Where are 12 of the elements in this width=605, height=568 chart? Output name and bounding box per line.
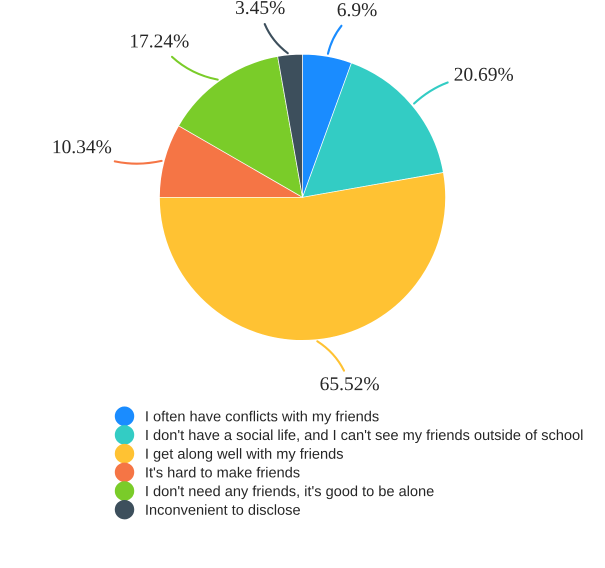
data-label: 6.9% [338, 3, 377, 16]
data-label: 65.52% [320, 377, 379, 390]
data-label: 10.34% [54, 140, 112, 154]
legend-label: I don't need any friends, it's good to be alone [146, 486, 434, 500]
data-label: 3.45% [236, 0, 285, 14]
legend-label: It's hard to make friends [146, 466, 300, 478]
legend-label: I get along well with my friends [146, 448, 343, 462]
legend-label: I don't have a social life, and I can't see my friends outside of school [146, 429, 582, 444]
data-label: 20.69% [454, 68, 514, 81]
legend-label: I often have conflicts with my friends [146, 410, 379, 424]
legend-label: Inconvenient to disclose [146, 504, 300, 515]
data-label: 17.24% [131, 34, 189, 48]
